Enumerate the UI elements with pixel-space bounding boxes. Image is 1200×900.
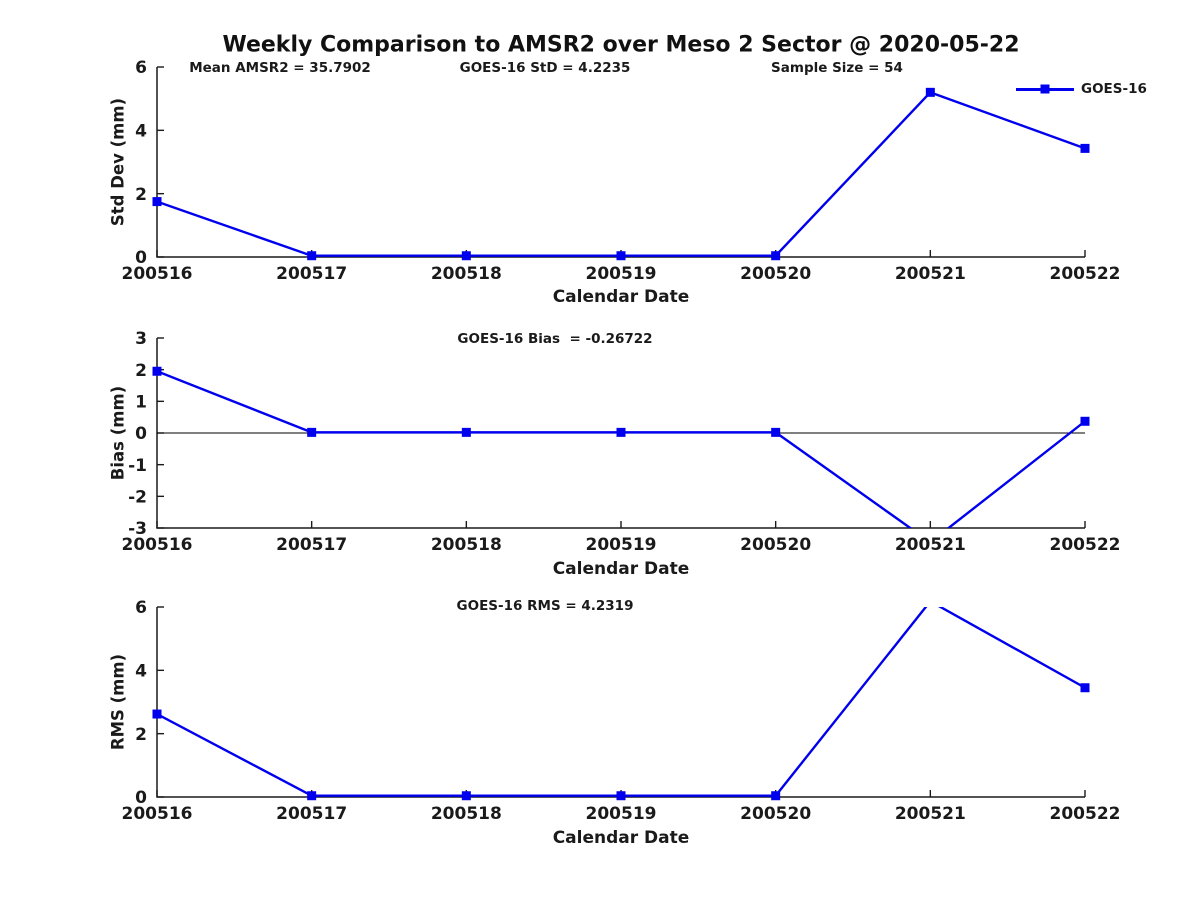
x-tick-label: 200522	[1050, 264, 1121, 284]
x-tick-label: 200518	[431, 264, 502, 284]
y-tick-label: 4	[135, 121, 147, 141]
x-tick-label: 200517	[276, 264, 347, 284]
data-point-marker	[616, 251, 626, 261]
annotation-goes16-bias: GOES-16 Bias = -0.26722	[457, 331, 653, 347]
subplot2-y-axis-label: Bias (mm)	[108, 385, 128, 481]
x-tick-label: 200518	[431, 804, 502, 824]
y-tick-label: 2	[135, 725, 147, 745]
data-line-GOES-16	[157, 370, 1085, 528]
x-tick-label: 200517	[276, 804, 347, 824]
annotation-mean-amsr2: Mean AMSR2 = 35.7902	[189, 60, 371, 76]
subplot3-y-axis-label: RMS (mm)	[108, 653, 128, 751]
x-tick-label: 200522	[1050, 535, 1121, 555]
x-tick-label: 200516	[122, 804, 193, 824]
x-tick-label: 200520	[740, 264, 811, 284]
data-point-marker	[461, 791, 471, 801]
y-tick-label: -2	[128, 487, 147, 507]
x-tick-label: 200522	[1050, 804, 1121, 824]
data-point-marker	[616, 791, 626, 801]
annotation-goes16-rms: GOES-16 RMS = 4.2319	[456, 598, 634, 614]
legend: GOES-16	[1016, 81, 1147, 97]
y-tick-label: -3	[128, 519, 147, 539]
data-point-marker	[152, 709, 162, 719]
y-tick-label: 0	[135, 788, 147, 808]
data-point-marker	[1080, 143, 1090, 153]
chart-rms: 0 2 4 6 200516 200517 200518 200519 200520 200521…	[122, 598, 1121, 824]
legend-square-marker-icon	[1040, 84, 1050, 94]
x-tick-label: 200519	[586, 535, 657, 555]
subplot3-x-axis-label: Calendar Date	[552, 828, 690, 848]
data-line-GOES-16	[157, 91, 1085, 257]
annotation-sample-size: Sample Size = 54	[771, 60, 903, 76]
subplot1-x-axis-label: Calendar Date	[552, 287, 690, 307]
figure-title: Weekly Comparison to AMSR2 over Meso 2 S…	[222, 32, 1020, 58]
data-point-marker	[771, 251, 781, 261]
y-tick-label: 2	[135, 185, 147, 205]
y-tick-label: 6	[135, 58, 147, 78]
x-tick-label: 200521	[895, 264, 966, 284]
y-tick-label: 2	[135, 361, 147, 381]
legend-label: GOES-16	[1081, 81, 1147, 97]
data-point-marker	[1080, 416, 1090, 426]
data-point-marker	[771, 791, 781, 801]
y-tick-label: -1	[128, 456, 147, 476]
subplot1-y-axis-label: Std Dev (mm)	[108, 97, 128, 227]
subplot2-x-axis-label: Calendar Date	[552, 559, 690, 579]
axis-lines	[156, 607, 1085, 798]
data-line-GOES-16	[157, 607, 1085, 797]
data-point-marker	[152, 366, 162, 376]
data-point-marker	[461, 427, 471, 437]
data-point-marker	[307, 427, 317, 437]
data-point-marker	[307, 251, 317, 261]
y-tick-label: 6	[135, 598, 147, 618]
x-tick-label: 200520	[740, 804, 811, 824]
data-point-marker	[307, 791, 317, 801]
chart-std-dev: 0 2 4 6 200516 200517 200518 200519 200520 200521…	[122, 58, 1121, 284]
axis-lines	[156, 67, 1085, 258]
x-tick-label: 200520	[740, 535, 811, 555]
x-tick-label: 200516	[122, 264, 193, 284]
x-tick-label: 200518	[431, 535, 502, 555]
y-tick-label: 1	[135, 392, 147, 412]
data-point-marker	[152, 197, 162, 207]
data-point-marker	[616, 427, 626, 437]
x-tick-label: 200519	[586, 264, 657, 284]
x-tick-label: 200521	[895, 804, 966, 824]
x-tick-label: 200517	[276, 535, 347, 555]
data-point-marker	[771, 427, 781, 437]
legend-line-sample-icon	[1016, 84, 1074, 94]
data-point-marker	[925, 87, 935, 97]
x-tick-label: 200516	[122, 535, 193, 555]
data-point-marker	[461, 251, 471, 261]
y-tick-label: 0	[135, 248, 147, 268]
y-tick-label: 4	[135, 661, 147, 681]
y-tick-label: 3	[135, 329, 147, 349]
x-tick-label: 200521	[895, 535, 966, 555]
x-tick-label: 200519	[586, 804, 657, 824]
annotation-goes16-std: GOES-16 StD = 4.2235	[459, 60, 631, 76]
data-point-marker	[1080, 683, 1090, 693]
y-tick-label: 0	[135, 424, 147, 444]
